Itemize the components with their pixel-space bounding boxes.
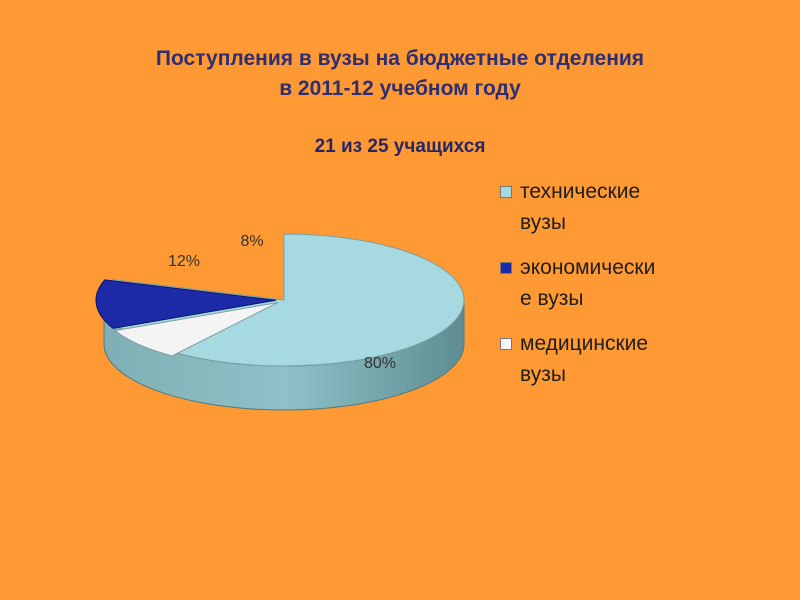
data-label-medical: 8% [240, 233, 263, 250]
legend-item-economic: экономически е вузы [496, 252, 716, 314]
pie-slice-medical [113, 302, 279, 357]
legend-swatch-medical [500, 338, 512, 350]
pie-slices [95, 233, 465, 367]
legend-label-economic-2: е вузы [520, 287, 584, 310]
chart-title-line-1: Поступления в вузы на бюджетные отделени… [155, 47, 645, 70]
legend-label-technical-1: технические [520, 180, 641, 203]
chart-title-line-2: в 2011-12 учебном году [279, 77, 521, 100]
chart-subtitle: 21 из 25 учащихся [314, 136, 486, 157]
legend-item-medical: медицинские вузы [496, 328, 716, 390]
data-label-economic: 12% [168, 253, 200, 270]
legend-label-medical-1: медицинские [520, 332, 649, 355]
legend-swatch-economic [500, 262, 512, 274]
pie-data-labels: 80% 12% 8% [168, 233, 396, 372]
legend-label-medical-2: вузы [520, 363, 566, 386]
data-label-technical: 80% [364, 355, 396, 372]
pie-slice-economic [95, 279, 277, 329]
legend-swatch-technical [500, 186, 512, 198]
legend-item-technical: технические вузы [496, 176, 716, 238]
legend-label-economic-1: экономически [520, 256, 656, 279]
legend: технические вузы экономически е вузы мед… [496, 176, 716, 404]
chart-title: Поступления в вузы на бюджетные отделени… [0, 44, 800, 104]
legend-label-technical-2: вузы [520, 211, 566, 234]
